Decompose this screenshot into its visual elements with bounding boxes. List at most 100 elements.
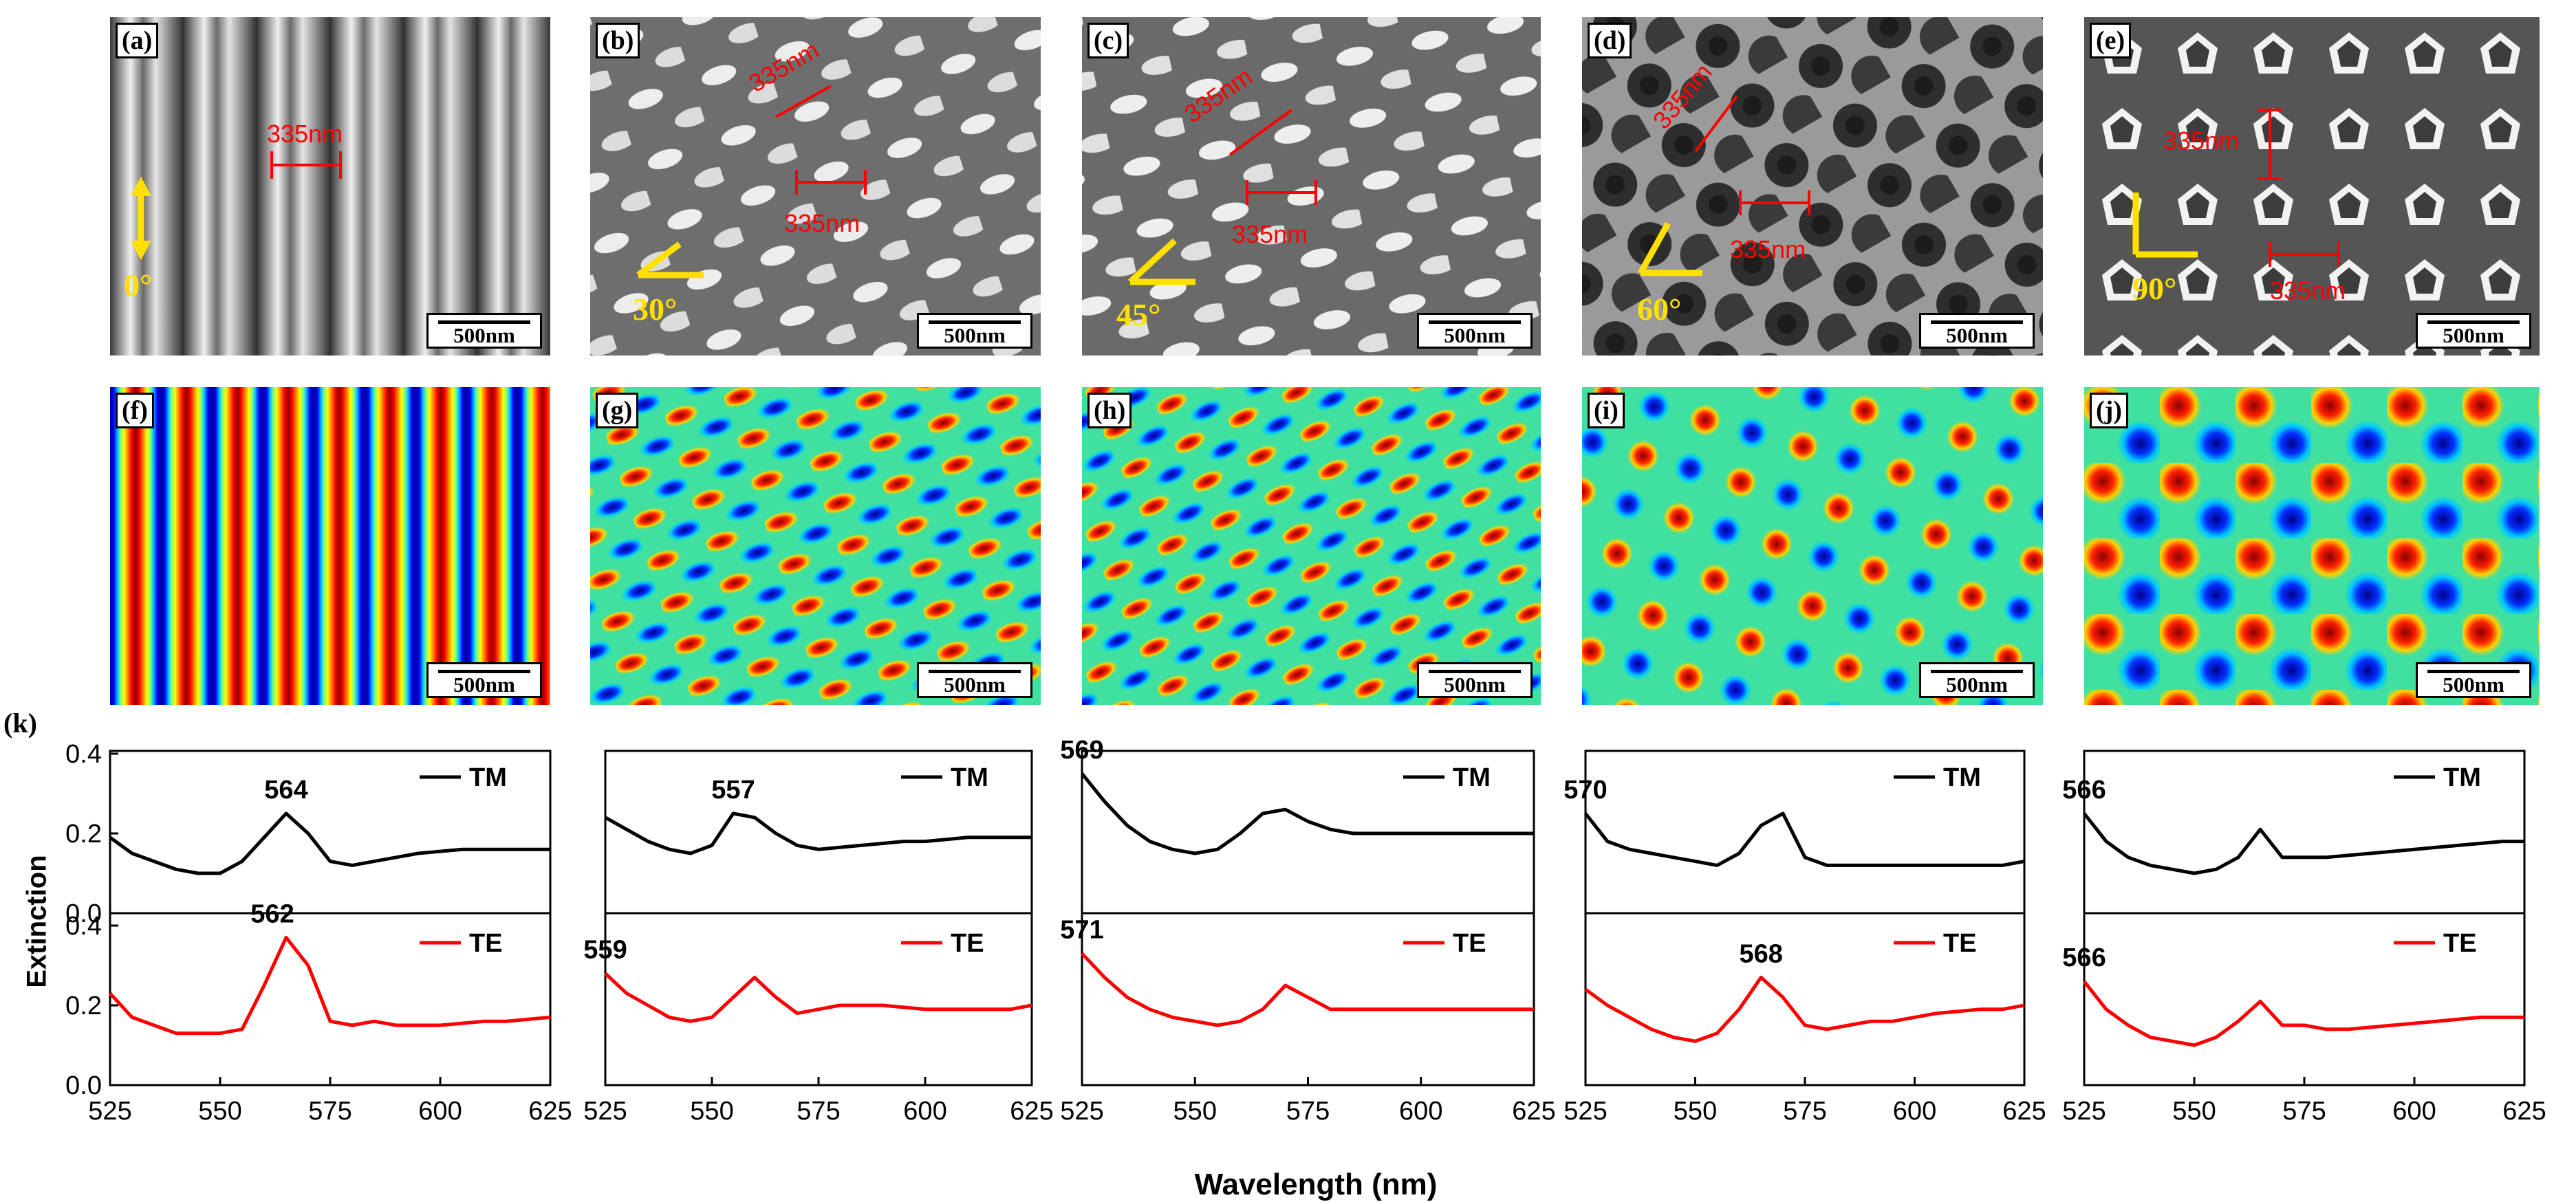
sim-panel-g: (g) 500nm bbox=[590, 387, 1041, 705]
x-tick-label: 575 bbox=[2282, 1097, 2326, 1126]
y-tick-label: 0.0 bbox=[65, 1071, 102, 1100]
te-curve bbox=[1081, 952, 1534, 1027]
x-tick-label: 600 bbox=[903, 1097, 946, 1126]
x-tick-label: 575 bbox=[308, 1097, 351, 1126]
x-tick-label: 550 bbox=[1674, 1097, 1717, 1126]
sim-map-g bbox=[590, 387, 1041, 705]
legend-label-te: TE bbox=[469, 929, 503, 958]
te-curve bbox=[109, 935, 551, 1036]
x-tick-label: 600 bbox=[2392, 1097, 2436, 1126]
sem-image-b: 335nm 335nm 30° bbox=[590, 17, 1041, 356]
tm-curve bbox=[604, 811, 1032, 855]
x-tick-label: 625 bbox=[1512, 1097, 1555, 1126]
x-tick-label: 525 bbox=[88, 1097, 131, 1126]
x-tick-label: 600 bbox=[1399, 1097, 1442, 1126]
sem-panel-c: 335nm 335nm 45° (c) 500nm bbox=[1082, 17, 1541, 356]
panel-tag: (a) bbox=[116, 23, 159, 58]
period-label: 335nm bbox=[784, 209, 860, 237]
angle-label: 30° bbox=[633, 292, 677, 327]
sim-panel-i: (i) 500nm bbox=[1582, 387, 2043, 705]
x-tick-label: 525 bbox=[1060, 1097, 1103, 1126]
panel-tag: (f) bbox=[116, 393, 154, 428]
sim-panel-j: (j) 500nm bbox=[2084, 387, 2540, 705]
legend-label-tm: TM bbox=[1943, 763, 1981, 792]
x-tick-label: 550 bbox=[2172, 1097, 2216, 1126]
sem-panel-a: 335nm 0° (a) 500nm bbox=[110, 17, 550, 356]
x-tick-label: 525 bbox=[583, 1097, 627, 1126]
sem-image-d: 335nm 335nm 60° bbox=[1582, 17, 2043, 356]
period-label: 335nm bbox=[2270, 276, 2346, 305]
scale-bar: 500nm bbox=[917, 662, 1032, 698]
period-label: 335nm bbox=[2163, 127, 2239, 155]
y-axis-label: Extinction bbox=[21, 855, 52, 988]
x-tick-label: 525 bbox=[2062, 1097, 2106, 1126]
sim-panel-f: (f) 500nm bbox=[110, 387, 550, 705]
panel-tag: (c) bbox=[1087, 23, 1129, 58]
x-tick-label: 575 bbox=[797, 1097, 840, 1126]
te-curve bbox=[2083, 980, 2524, 1047]
panel-tag: (j) bbox=[2090, 393, 2128, 428]
plot-frame bbox=[1584, 750, 2026, 1086]
angle-label: 60° bbox=[1637, 292, 1681, 327]
y-tick-label: 0.2 bbox=[65, 992, 102, 1020]
scale-bar: 500nm bbox=[426, 313, 542, 349]
te-peak-label: 568 bbox=[1739, 939, 1782, 968]
sem-panel-d: 335nm 335nm 60° (d) 500nm bbox=[1582, 17, 2043, 356]
scale-bar: 500nm bbox=[917, 313, 1032, 349]
x-tick-label: 575 bbox=[1286, 1097, 1330, 1126]
legend-label-te: TE bbox=[1453, 929, 1486, 958]
y-tick-label: 0.2 bbox=[65, 820, 102, 849]
x-tick-label: 600 bbox=[418, 1097, 462, 1126]
x-axis-label: Wavelength (nm) bbox=[1194, 1168, 1438, 1201]
legend-label-tm: TM bbox=[1453, 763, 1491, 792]
x-tick-label: 625 bbox=[1010, 1097, 1053, 1126]
tm-peak-label: 564 bbox=[264, 776, 307, 805]
sim-map-f bbox=[110, 387, 550, 705]
x-tick-label: 625 bbox=[2502, 1097, 2546, 1126]
x-tick-label: 550 bbox=[690, 1097, 733, 1126]
tm-curve bbox=[109, 811, 550, 875]
panel-tag: (d) bbox=[1588, 23, 1632, 58]
sem-image-a: 335nm 0° bbox=[110, 17, 550, 356]
angle-label: 45° bbox=[1116, 297, 1160, 332]
y-tick-label: 0.4 bbox=[65, 740, 102, 769]
sim-map-j bbox=[2084, 387, 2540, 705]
panel-tag: (i) bbox=[1588, 393, 1625, 428]
te-curve bbox=[1584, 975, 2025, 1043]
x-tick-label: 525 bbox=[1563, 1097, 1607, 1126]
panel-tag: (e) bbox=[2090, 23, 2132, 58]
scale-bar: 500nm bbox=[426, 662, 542, 698]
y-tick-label: 0.0 bbox=[65, 899, 102, 928]
x-tick-label: 550 bbox=[1173, 1097, 1217, 1126]
panel-tag-k: (k) bbox=[3, 708, 37, 739]
tm-peak-label: 570 bbox=[1563, 776, 1607, 805]
x-tick-label: 600 bbox=[1893, 1097, 1936, 1126]
sim-map-i bbox=[1582, 387, 2043, 705]
te-curve bbox=[604, 972, 1032, 1023]
legend-label-tm: TM bbox=[469, 763, 507, 792]
plot-frame bbox=[2083, 750, 2526, 1086]
plot-frame bbox=[1081, 750, 1535, 1086]
y-tick-label: 0.4 bbox=[65, 912, 102, 941]
panel-tag: (b) bbox=[596, 23, 640, 58]
angle-label: 0° bbox=[124, 267, 152, 303]
panel-tag: (g) bbox=[596, 393, 639, 428]
tm-peak-label: 557 bbox=[711, 776, 755, 805]
tm-curve bbox=[1584, 811, 2025, 867]
plot-frame bbox=[109, 750, 552, 1086]
tm-curve bbox=[1081, 772, 1534, 855]
legend-label-tm: TM bbox=[2443, 763, 2481, 792]
scale-bar: 500nm bbox=[1919, 313, 2035, 349]
te-peak-label: 562 bbox=[250, 899, 294, 928]
scale-bar: 500nm bbox=[1417, 662, 1533, 698]
sem-image-c: 335nm 335nm 45° bbox=[1082, 17, 1541, 356]
scale-bar: 500nm bbox=[2416, 662, 2531, 698]
sem-panel-b: 335nm 335nm 30° (b) 500nm bbox=[590, 17, 1041, 356]
sim-panel-h: (h) 500nm bbox=[1082, 387, 1541, 705]
x-tick-label: 625 bbox=[528, 1097, 572, 1126]
legend-label-tm: TM bbox=[951, 763, 988, 792]
scale-bar: 500nm bbox=[1919, 662, 2035, 698]
period-label: 335nm bbox=[267, 120, 343, 148]
sem-panel-e: 335nm 335nm 90° (e) 500nm bbox=[2084, 17, 2540, 356]
plot-frame bbox=[604, 750, 1033, 1086]
